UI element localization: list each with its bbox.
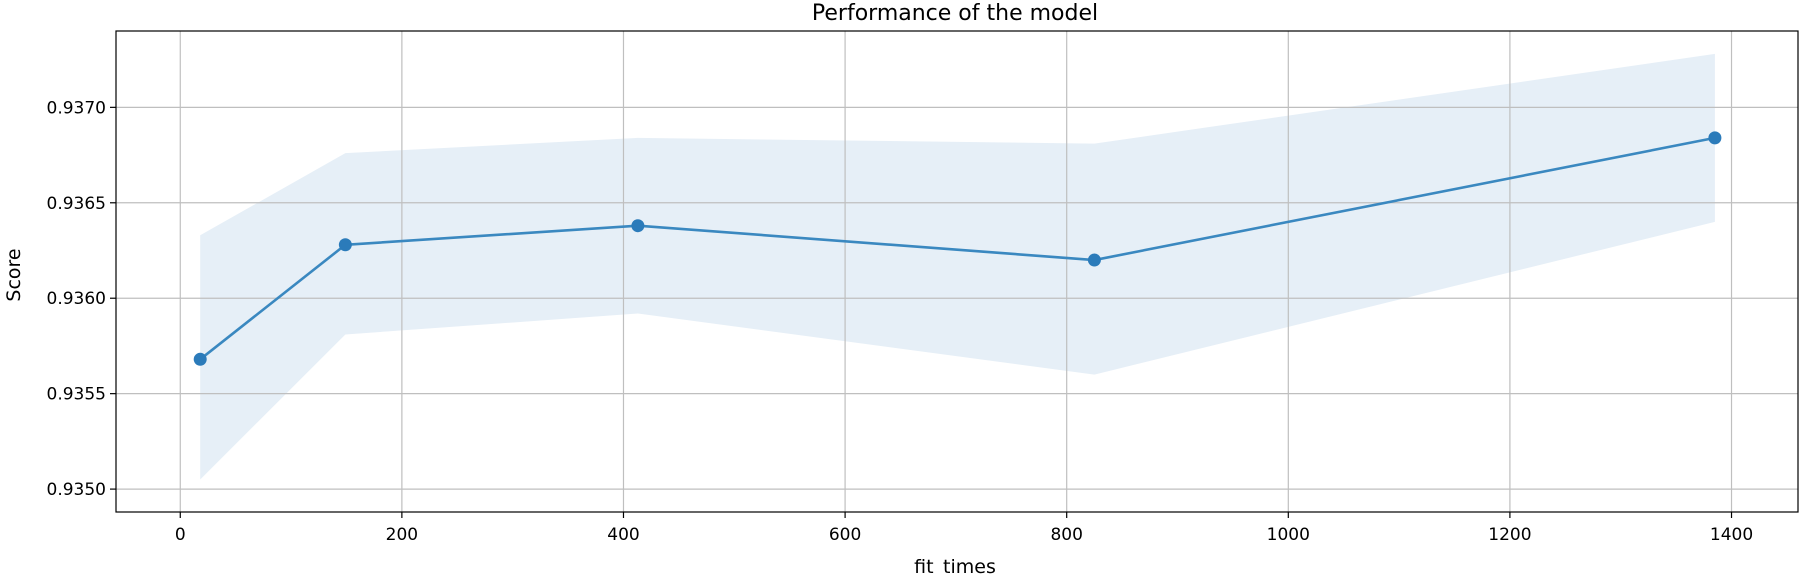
x-tick-label: 400	[607, 525, 639, 545]
x-axis-label: fit_times	[914, 556, 996, 576]
series-marker-layer	[193, 131, 1722, 366]
x-tick-label: 1000	[1267, 525, 1310, 545]
y-tick-label: 0.9370	[47, 98, 106, 118]
confidence-band-layer	[200, 53, 1715, 480]
y-tick-label: 0.9360	[47, 289, 106, 309]
y-axis-label: Score	[3, 248, 25, 301]
data-point	[338, 238, 352, 252]
data-point	[1708, 131, 1722, 145]
y-tick-label: 0.9350	[47, 480, 106, 500]
x-tick-label: 600	[829, 525, 861, 545]
data-point	[1087, 253, 1101, 267]
plot-frame	[115, 30, 1799, 513]
chart-title: Performance of the model	[812, 1, 1098, 26]
y-tick-label: 0.9365	[47, 194, 106, 214]
grid-layer	[116, 31, 1798, 512]
x-tick-label: 1400	[1710, 525, 1753, 545]
tick-layer: 0 200 400 600 800 1000 1200 1400 0.9350 0.9355 0.9…	[47, 98, 1754, 545]
x-tick-label: 0	[175, 525, 186, 545]
data-point	[631, 219, 645, 233]
x-tick-label: 200	[386, 525, 418, 545]
x-tick-label: 1200	[1488, 525, 1531, 545]
confidence-band	[200, 53, 1715, 480]
x-tick-label: 800	[1050, 525, 1082, 545]
y-tick-label: 0.9355	[47, 385, 106, 405]
data-point	[193, 352, 207, 366]
